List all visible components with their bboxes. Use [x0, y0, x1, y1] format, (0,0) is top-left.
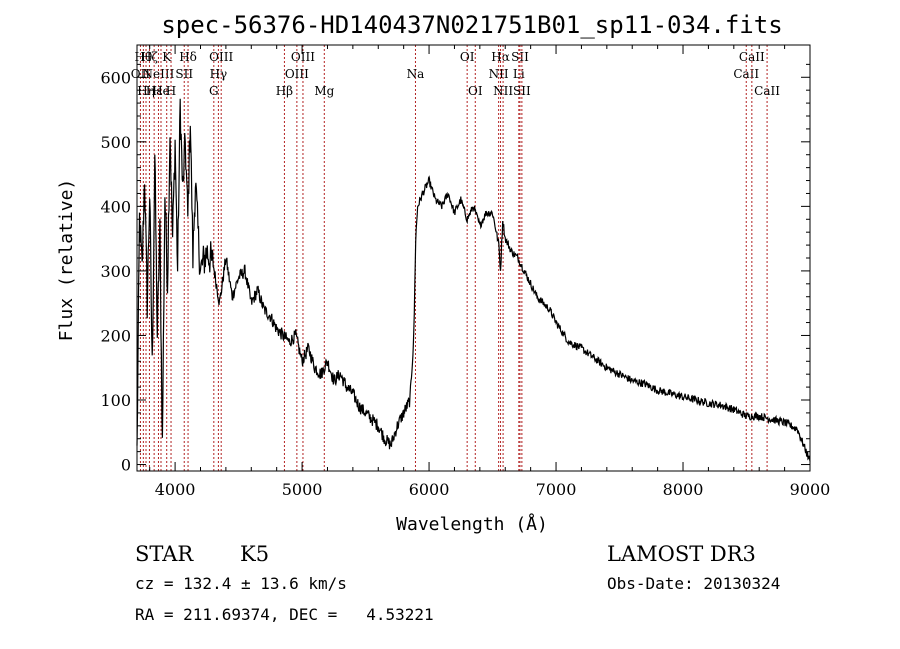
y-axis-label: Flux (relative) [56, 179, 77, 342]
spectral-line-label: CaII [739, 50, 765, 64]
spectral-line-label: Hδ [179, 50, 197, 64]
spectral-line-label: OIII [285, 67, 309, 81]
spectral-line-label: Hζ [141, 50, 158, 64]
object-class: STAR [135, 542, 194, 566]
x-tick-label: 4000 [155, 480, 196, 499]
x-axis-ticks: 4000 5000 6000 7000 8000 9000 [149, 45, 831, 499]
x-tick-label: 8000 [663, 480, 704, 499]
spectral-line-label: Mg [314, 84, 334, 98]
spectral-line-label: SII [511, 50, 529, 64]
y-tick-label: 500 [100, 133, 131, 152]
y-axis-ticks: 0 100 200 300 400 500 600 [100, 63, 810, 475]
y-tick-label: 0 [121, 456, 131, 475]
spectral-line-label: OI [468, 84, 483, 98]
spectral-line-label: Hη [137, 84, 155, 98]
spectral-line-label: Na [407, 67, 425, 81]
y-tick-label: 300 [100, 262, 131, 281]
x-tick-label: 7000 [536, 480, 577, 499]
y-tick-label: 600 [100, 68, 131, 87]
spectral-line-label: NII [489, 67, 509, 81]
spectral-line-label: CaII [733, 67, 759, 81]
y-tick-label: 200 [100, 326, 131, 345]
spectral-line-label: Hθ [134, 50, 152, 64]
spectrum-line [136, 98, 811, 462]
plot-frame [136, 44, 811, 472]
chart-title: spec-56376-HD140437N021751B01_sp11-034.f… [161, 11, 782, 39]
spectral-line-label: OIII [209, 50, 233, 64]
spectral-line-label: Li [513, 67, 525, 81]
spectral-line-label: H [166, 84, 176, 98]
x-tick-label: 6000 [409, 480, 450, 499]
survey-name: LAMOST DR3 [607, 542, 756, 566]
spectral-line-label: K [162, 50, 172, 64]
spectral-line-label: NeIII [143, 67, 175, 81]
spectral-line-label: SII [513, 84, 531, 98]
spectral-line-label: SII [175, 67, 193, 81]
obs-date: Obs-Date: 20130324 [607, 574, 780, 593]
ra-dec: RA = 211.69374, DEC = 4.53221 [135, 605, 434, 624]
spectral-line-label: Hα [491, 50, 510, 64]
x-tick-label: 9000 [790, 480, 831, 499]
y-tick-label: 100 [100, 391, 131, 410]
spectral-line-label: CaII [754, 84, 780, 98]
x-tick-label: 5000 [282, 480, 323, 499]
spectral-line-label: Hβ [276, 84, 293, 98]
spectral-line-label: G [209, 84, 219, 98]
spectral-line-label: OI [460, 50, 475, 64]
emission-line-markers: OIIHθHηHζHεNeIIIHeKHSIIHδGHγOIIIHβOIIIOI… [131, 45, 780, 471]
spectral-line-label: He [152, 84, 170, 98]
spectral-line-label: Hγ [210, 67, 228, 81]
y-tick-label: 400 [100, 197, 131, 216]
x-axis-label: Wavelength (Å) [396, 513, 548, 535]
cz-value: cz = 132.4 ± 13.6 km/s [135, 574, 347, 593]
spectral-line-label: NII [493, 84, 513, 98]
spectral-line-label: OIII [291, 50, 315, 64]
object-subclass: K5 [240, 542, 269, 566]
